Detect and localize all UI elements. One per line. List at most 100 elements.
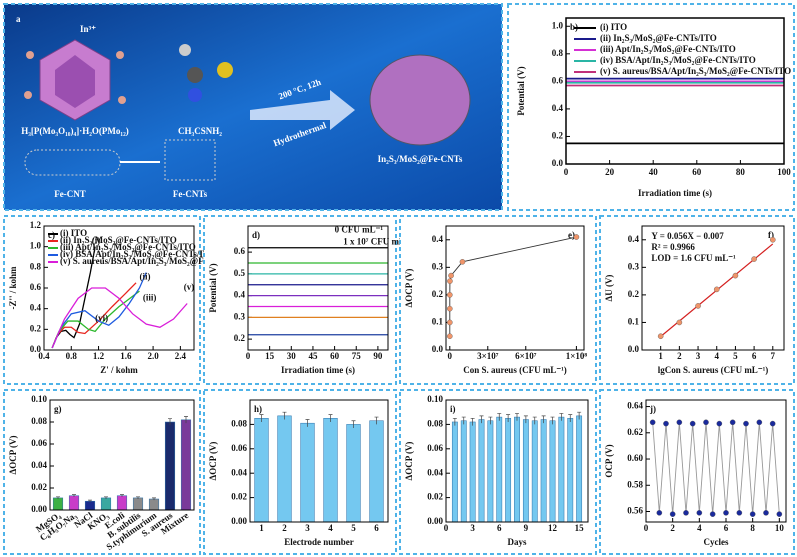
x-axis-label: lgCon S. aureus (CFU mL⁻¹) [658, 365, 769, 375]
bar [451, 421, 458, 523]
error-bar [328, 414, 333, 422]
legend-label: (v) S. aureus/BSA/Apt/In₂S₃/MoS₂@Fe-CNTs… [60, 256, 251, 266]
panel-frame [203, 215, 397, 385]
point [656, 510, 663, 516]
bar [52, 497, 64, 511]
x-tick-label: 7 [771, 351, 776, 361]
point [751, 256, 757, 262]
point [447, 278, 453, 284]
bar [522, 419, 529, 523]
plot-frame [565, 17, 785, 165]
point [663, 420, 669, 427]
y-tick-label: 0.10 [31, 394, 47, 404]
bar [567, 418, 574, 523]
panel-label: e) [568, 230, 575, 240]
x-tick-label: 5 [733, 351, 738, 361]
y-tick-label: 0.3 [628, 261, 640, 271]
x-tick-label: 15 [265, 351, 275, 361]
molecule-atom [179, 44, 191, 56]
x-tick-label: 10 [775, 523, 785, 533]
y-axis-label: ΔOCP (V) [404, 442, 414, 481]
product-label: In₂S₃/MoS₂@Fe-CNTs [378, 154, 463, 164]
point [446, 319, 453, 326]
legend-label: (ii) In₂S₃/MoS₂@Fe-CNTs/ITO [600, 33, 717, 43]
cnts-label: Fe-CNTs [173, 189, 208, 199]
y-tick-label: 0.06 [427, 443, 443, 453]
bar [558, 416, 565, 523]
panel-label: d) [252, 230, 260, 240]
bar [84, 500, 96, 511]
annotation: 0 CFU mL⁻¹ [335, 224, 384, 234]
error-bar [568, 414, 573, 422]
error-bar [305, 419, 310, 427]
bar [180, 419, 192, 511]
ion-label: In³⁺ [80, 24, 96, 34]
x-tick-label: 60 [330, 351, 340, 361]
y-axis-label: ΔOCP (V) [8, 436, 18, 475]
bar [487, 420, 494, 523]
legend-label: (i) ITO [60, 228, 87, 238]
y-tick-label: 0.3 [432, 261, 444, 271]
y-tick-label: 0.00 [427, 516, 443, 526]
error-bar [506, 414, 511, 422]
point [669, 511, 676, 517]
panel-label: i) [450, 404, 456, 414]
y-tick-label: 0.04 [231, 467, 247, 477]
y-tick-label: 0.04 [31, 460, 47, 470]
panel-label: a [16, 14, 21, 24]
y-tick-label: 0.04 [427, 467, 443, 477]
plot-frame [249, 399, 389, 523]
panel-frame [599, 215, 795, 385]
bar [68, 495, 80, 511]
legend-label: (iii) Apt/In₂S₃/MoS₂@Fe-CNTs/ITO [60, 242, 196, 252]
panel-frame [599, 389, 795, 555]
error-bar [559, 413, 564, 421]
legend-label: (iv) BSA/Apt/In₂S₃/MoS₂@Fe-CNTs/ITO [600, 55, 756, 65]
annotation: Y = 0.056X − 0.007 [651, 231, 724, 241]
point [713, 286, 720, 293]
y-tick-label: 1.0 [552, 20, 564, 30]
y-tick-label: 0.64 [627, 401, 643, 411]
x-tick-label: 9 [524, 523, 529, 533]
panel-frame [399, 215, 597, 385]
annotation: (iii) [143, 292, 157, 302]
point [723, 510, 729, 516]
bar [369, 420, 384, 523]
y-tick-label: 0.10 [427, 394, 443, 404]
y-tick-label: 0.4 [234, 290, 246, 300]
point [703, 419, 709, 426]
y-tick-label: 0.02 [427, 492, 443, 502]
plot-frame [445, 399, 589, 523]
y-tick-label: 0.2 [552, 131, 564, 141]
point [446, 305, 453, 312]
panel-label: c) [48, 230, 55, 240]
x-tick-label: 1.6 [120, 351, 132, 361]
y-tick-label: 0.56 [627, 506, 643, 516]
error-bar [351, 420, 356, 429]
error-bar [56, 496, 60, 499]
bar [478, 419, 485, 523]
bar [277, 415, 292, 523]
panel-label: g) [54, 404, 62, 414]
x-axis-label: Cycles [704, 537, 729, 547]
ion-dot [24, 91, 32, 99]
series-line [51, 246, 96, 349]
y-tick-label: 0.6 [30, 282, 42, 292]
error-bar [532, 416, 537, 425]
bar [346, 424, 361, 523]
point [763, 510, 769, 516]
x-tick-label: 30 [287, 351, 297, 361]
x-tick-label: 75 [352, 351, 362, 361]
molecule-atom [187, 67, 203, 83]
x-tick-label: 4 [714, 351, 719, 361]
point [448, 272, 454, 279]
y-tick-label: 0.0 [552, 158, 564, 168]
error-bar [452, 417, 457, 426]
y-tick-label: 0.2 [234, 333, 246, 343]
legend-label: (iii) Apt/In₂S₃/MoS₂@Fe-CNTs/ITO [600, 44, 736, 54]
y-tick-label: 0.2 [30, 323, 42, 333]
bar [148, 498, 160, 511]
point [769, 236, 776, 243]
error-bar [550, 416, 555, 425]
x-axis-label: Irradiation time (s) [638, 188, 712, 198]
